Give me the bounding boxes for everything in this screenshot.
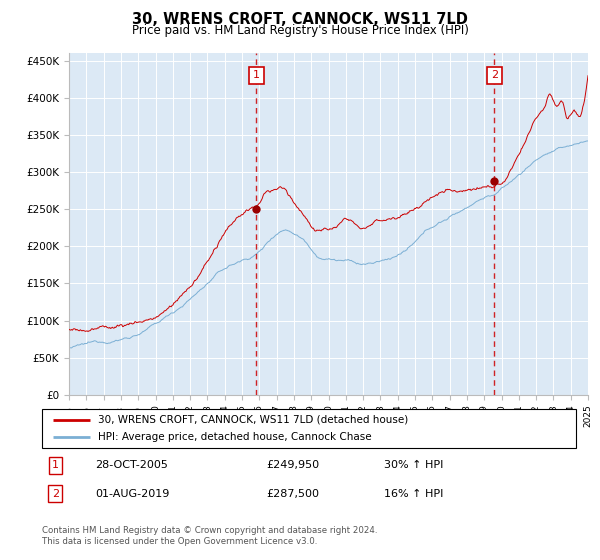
Text: Contains HM Land Registry data © Crown copyright and database right 2024.
This d: Contains HM Land Registry data © Crown c… — [42, 526, 377, 546]
Text: 1: 1 — [52, 460, 59, 470]
Text: £287,500: £287,500 — [266, 488, 319, 498]
Text: 2: 2 — [52, 488, 59, 498]
Text: 30, WRENS CROFT, CANNOCK, WS11 7LD: 30, WRENS CROFT, CANNOCK, WS11 7LD — [132, 12, 468, 27]
Text: 28-OCT-2005: 28-OCT-2005 — [95, 460, 168, 470]
Text: Price paid vs. HM Land Registry's House Price Index (HPI): Price paid vs. HM Land Registry's House … — [131, 24, 469, 37]
Text: £249,950: £249,950 — [266, 460, 319, 470]
Text: 30% ↑ HPI: 30% ↑ HPI — [384, 460, 443, 470]
Text: 30, WRENS CROFT, CANNOCK, WS11 7LD (detached house): 30, WRENS CROFT, CANNOCK, WS11 7LD (deta… — [98, 415, 409, 425]
Text: HPI: Average price, detached house, Cannock Chase: HPI: Average price, detached house, Cann… — [98, 432, 371, 442]
FancyBboxPatch shape — [42, 409, 576, 448]
Text: 01-AUG-2019: 01-AUG-2019 — [95, 488, 170, 498]
Text: 2: 2 — [491, 71, 498, 81]
Text: 1: 1 — [253, 71, 260, 81]
Text: 16% ↑ HPI: 16% ↑ HPI — [384, 488, 443, 498]
